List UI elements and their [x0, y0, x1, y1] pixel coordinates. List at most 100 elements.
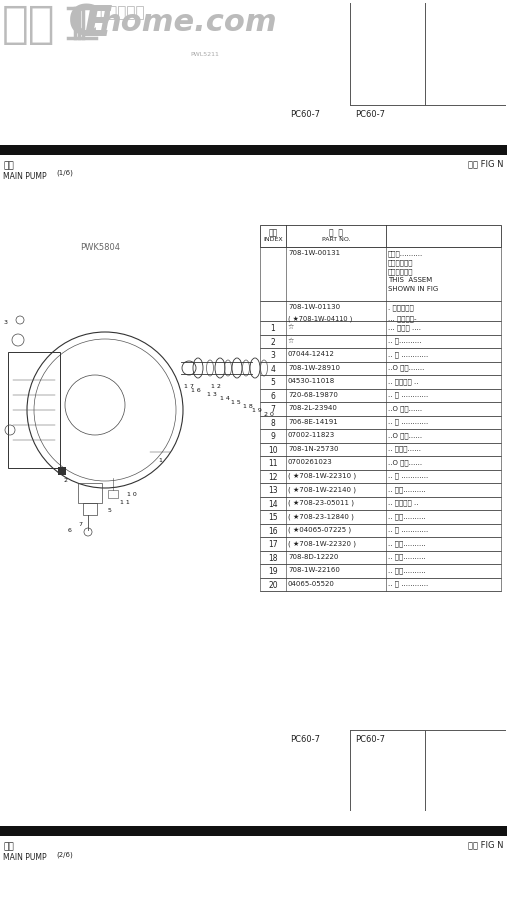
- Text: 708-8D-12220: 708-8D-12220: [288, 554, 338, 560]
- Bar: [260, 362, 501, 375]
- Text: 5: 5: [108, 508, 112, 514]
- Text: .. 塞 ............: .. 塞 ............: [388, 392, 428, 399]
- Text: 13: 13: [268, 486, 278, 495]
- Text: .. 塞 ............: .. 塞 ............: [388, 351, 428, 358]
- Text: MAIN PUMP: MAIN PUMP: [3, 172, 47, 181]
- Text: .. 油封..........: .. 油封..........: [388, 554, 426, 561]
- Bar: [83, 503, 97, 515]
- Text: 工程机械网: 工程机械网: [99, 5, 144, 20]
- Text: PC60-7: PC60-7: [290, 735, 320, 744]
- Bar: [260, 564, 501, 578]
- Text: .. 轴承..........: .. 轴承..........: [388, 486, 426, 493]
- Text: 1 2: 1 2: [211, 383, 221, 389]
- Text: INDEX: INDEX: [263, 237, 283, 242]
- Text: 9: 9: [271, 432, 275, 441]
- Text: 4: 4: [271, 364, 275, 373]
- Text: (2/6): (2/6): [56, 851, 73, 858]
- Text: 19: 19: [268, 567, 278, 576]
- Text: 1: 1: [271, 324, 275, 333]
- Text: 17: 17: [268, 540, 278, 549]
- Bar: [260, 483, 501, 497]
- Text: E: E: [83, 3, 112, 45]
- Text: 708-1N-25730: 708-1N-25730: [288, 446, 339, 452]
- Text: 的所有零部件: 的所有零部件: [388, 268, 414, 274]
- Text: 7: 7: [271, 405, 275, 414]
- Bar: [260, 389, 501, 402]
- Text: 主泵: 主泵: [3, 161, 14, 170]
- Text: 14: 14: [268, 500, 278, 508]
- Text: 泵总成..........: 泵总成..........: [388, 250, 423, 256]
- Text: 1 6: 1 6: [191, 388, 201, 392]
- Text: 件  号: 件 号: [329, 228, 343, 237]
- Text: ( ★708-23-05011 ): ( ★708-23-05011 ): [288, 500, 354, 507]
- Text: 1 9: 1 9: [252, 408, 262, 412]
- Text: 04530-11018: 04530-11018: [288, 378, 335, 384]
- Bar: [260, 335, 501, 348]
- Bar: [8, 352, 60, 468]
- Text: ( ★708-1W-04110 ): ( ★708-1W-04110 ): [288, 316, 352, 322]
- Text: 6: 6: [271, 392, 275, 400]
- Text: PART NO.: PART NO.: [321, 237, 350, 242]
- Text: ☆: ☆: [288, 324, 294, 330]
- Text: 6: 6: [68, 528, 72, 534]
- Text: 1 8: 1 8: [243, 403, 253, 409]
- Text: .. 垫圈套件 ..: .. 垫圈套件 ..: [388, 500, 418, 507]
- Text: 1 5: 1 5: [231, 400, 241, 404]
- Bar: [260, 348, 501, 362]
- Bar: [260, 416, 501, 429]
- Text: .. 塞..........: .. 塞..........: [388, 338, 421, 345]
- Text: ☆: ☆: [288, 338, 294, 344]
- Bar: [260, 578, 501, 591]
- Text: 2: 2: [63, 478, 67, 482]
- Text: 708-1W-22160: 708-1W-22160: [288, 567, 340, 573]
- Bar: [260, 537, 501, 551]
- Bar: [260, 510, 501, 524]
- Text: 11: 11: [268, 459, 278, 468]
- Text: 0700261023: 0700261023: [288, 459, 333, 465]
- Bar: [108, 490, 118, 498]
- Text: 8: 8: [271, 418, 275, 427]
- Bar: [260, 375, 501, 389]
- Text: ( ★708-1W-22320 ): ( ★708-1W-22320 ): [288, 540, 356, 547]
- Text: .. 卡环..........: .. 卡环..........: [388, 513, 426, 520]
- Text: ( ★708-1W-22140 ): ( ★708-1W-22140 ): [288, 486, 356, 493]
- Text: 1 7: 1 7: [184, 383, 194, 389]
- Bar: [260, 497, 501, 510]
- Text: PC60-7: PC60-7: [355, 110, 385, 119]
- Text: 706-8E-14191: 706-8E-14191: [288, 418, 338, 425]
- Text: THIS  ASSEM: THIS ASSEM: [388, 277, 432, 283]
- Bar: [260, 456, 501, 470]
- Text: 5: 5: [271, 378, 275, 387]
- Text: 708-1W-01130: 708-1W-01130: [288, 304, 340, 310]
- Text: 16: 16: [268, 526, 278, 536]
- Text: 12: 12: [268, 472, 278, 482]
- Text: ..O 形圈......: ..O 形圈......: [388, 405, 422, 412]
- Bar: [78, 483, 102, 503]
- Text: MAIN PUMP: MAIN PUMP: [3, 853, 47, 862]
- Text: .. 吊环螺柱 ..: .. 吊环螺柱 ..: [388, 378, 418, 385]
- Bar: [260, 524, 501, 537]
- Text: 10: 10: [268, 446, 278, 454]
- Text: 708-1W-00131: 708-1W-00131: [288, 250, 340, 256]
- Text: 18: 18: [268, 554, 278, 562]
- Text: 序号: 序号: [268, 228, 278, 237]
- Text: home.com: home.com: [99, 8, 277, 37]
- Text: 1 4: 1 4: [220, 395, 230, 400]
- Bar: [260, 225, 501, 247]
- Text: 图号 FIG N: 图号 FIG N: [467, 159, 503, 168]
- Text: 3: 3: [4, 320, 8, 325]
- Bar: [260, 429, 501, 443]
- Bar: [260, 402, 501, 416]
- Text: 07044-12412: 07044-12412: [288, 351, 335, 357]
- Bar: [0, 826, 507, 836]
- Text: 07002-11823: 07002-11823: [288, 432, 335, 438]
- Text: ... 壳体总成-: ... 壳体总成-: [388, 316, 416, 322]
- Bar: [260, 321, 501, 335]
- Text: .. 环 ............: .. 环 ............: [388, 526, 428, 534]
- Bar: [260, 551, 501, 564]
- Text: ... 泵壳体 ....: ... 泵壳体 ....: [388, 324, 421, 331]
- Bar: [260, 443, 501, 456]
- Text: 7: 7: [78, 523, 82, 527]
- Text: 3: 3: [271, 351, 275, 360]
- Text: 708-2L-23940: 708-2L-23940: [288, 405, 337, 411]
